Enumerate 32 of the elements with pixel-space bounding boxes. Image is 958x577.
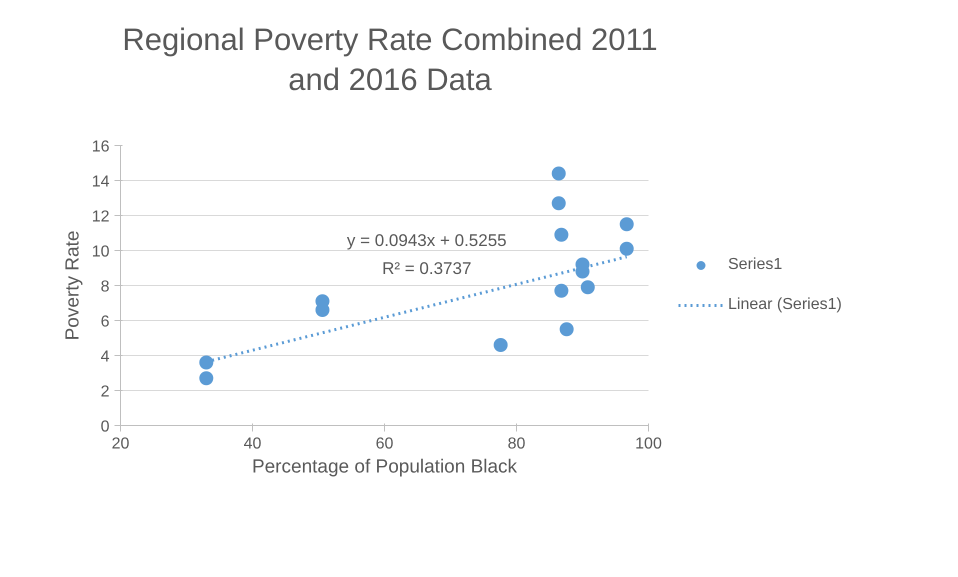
point [554, 228, 568, 242]
legend-label: Series1 [728, 256, 782, 274]
point [620, 217, 634, 232]
chart-title: Regional Poverty Rate Combined 2011 and 2016 Data [121, 21, 659, 100]
point [552, 196, 566, 210]
annotation: R² = 0.3737 [382, 259, 472, 278]
legend-label: Linear (Series1) [728, 296, 842, 314]
annotation: y = 0.0943x + 0.5255 [346, 231, 507, 250]
y-tick-label: 14 [92, 174, 110, 190]
y-axis-title: Poverty Rate [62, 230, 84, 340]
y-tick-label: 10 [92, 244, 110, 260]
point [552, 166, 566, 180]
point [580, 280, 595, 294]
y-tick-label: 8 [100, 278, 110, 296]
x-axis-title: Percentage of Population Black [252, 456, 518, 478]
x-tick-label: 60 [376, 436, 394, 452]
point [199, 371, 214, 386]
point [560, 322, 574, 336]
x-tick-label: 20 [112, 436, 130, 452]
y-tick-label: 2 [100, 384, 110, 400]
point [494, 338, 508, 352]
y-tick-label: 0 [100, 418, 110, 436]
x-tick-label: 100 [635, 436, 662, 452]
y-tick-label: 16 [92, 138, 110, 156]
y-tick-label: 12 [92, 208, 110, 226]
point [199, 356, 214, 370]
x-tick-label: 40 [244, 436, 262, 452]
y-tick-label: 6 [100, 314, 110, 330]
x-tick-label: 80 [508, 436, 526, 452]
point [620, 242, 634, 256]
y-tick-label: 4 [100, 348, 110, 366]
point [554, 284, 568, 298]
